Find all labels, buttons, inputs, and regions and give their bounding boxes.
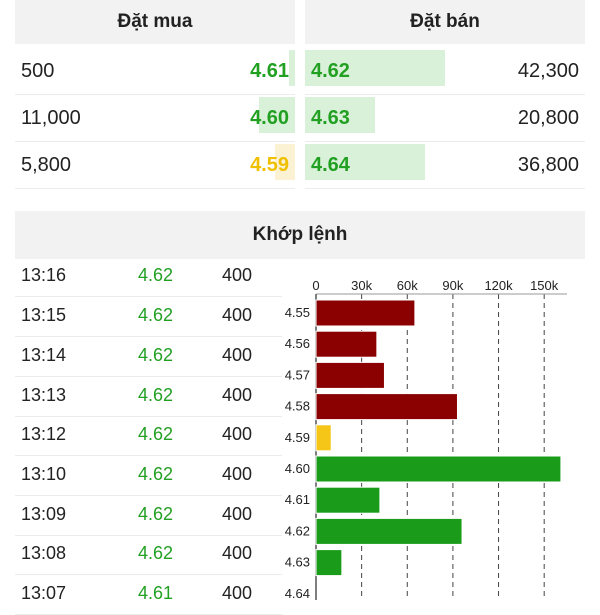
trade-time: 13:07 bbox=[21, 583, 67, 603]
sell-price: 4.63 bbox=[311, 107, 350, 129]
buy-depth-bar bbox=[258, 97, 295, 133]
trade-time: 13:15 bbox=[21, 305, 67, 325]
volume-bar bbox=[315, 330, 378, 358]
buy-depth-bar bbox=[289, 50, 295, 86]
trade-row[interactable]: 13:09 4.62 400 bbox=[15, 496, 282, 536]
buy-volume: 5,800 bbox=[21, 154, 72, 176]
trade-row[interactable]: 13:12 4.62 400 bbox=[15, 416, 282, 456]
volume-bar bbox=[315, 299, 416, 327]
buy-order-row[interactable]: 11,000 4.60 bbox=[15, 95, 295, 142]
trade-volume: 400 bbox=[222, 504, 253, 524]
sell-depth-bar bbox=[305, 144, 426, 180]
volume-bar bbox=[315, 393, 458, 421]
trade-time: 13:08 bbox=[21, 543, 67, 563]
trade-price: 4.62 bbox=[138, 424, 174, 444]
trade-volume: 400 bbox=[222, 543, 253, 563]
x-tick-label: 150k bbox=[530, 278, 559, 293]
sell-volume: 36,800 bbox=[517, 154, 579, 176]
trade-volume: 400 bbox=[222, 305, 253, 325]
y-tick-label: 4.60 bbox=[285, 461, 310, 476]
trade-row[interactable]: 13:08 4.62 400 bbox=[15, 535, 282, 575]
x-tick-label: 120k bbox=[484, 278, 513, 293]
buy-volume: 500 bbox=[21, 60, 55, 82]
trade-volume: 400 bbox=[222, 583, 253, 603]
trade-row[interactable]: 13:07 4.61 400 bbox=[15, 575, 282, 615]
y-tick-label: 4.61 bbox=[285, 492, 310, 507]
trade-price: 4.62 bbox=[138, 305, 174, 325]
volume-bar bbox=[315, 517, 463, 545]
sell-depth-bar bbox=[305, 97, 375, 133]
trade-row[interactable]: 13:13 4.62 400 bbox=[15, 377, 282, 417]
sell-volume: 42,300 bbox=[517, 60, 579, 82]
volume-bar bbox=[315, 486, 381, 514]
x-tick-label: 0 bbox=[312, 278, 319, 293]
trade-volume: 400 bbox=[222, 464, 253, 484]
volume-bar bbox=[315, 424, 332, 452]
trade-price: 4.62 bbox=[138, 385, 174, 405]
y-tick-label: 4.62 bbox=[285, 523, 310, 538]
trade-volume: 400 bbox=[222, 385, 253, 405]
x-tick-label: 90k bbox=[442, 278, 463, 293]
trade-price: 4.62 bbox=[138, 464, 174, 484]
volume-bar bbox=[315, 455, 562, 483]
trade-time: 13:16 bbox=[21, 265, 67, 285]
trade-time: 13:14 bbox=[21, 345, 67, 365]
sell-order-row[interactable]: 4.62 42,300 bbox=[305, 48, 585, 95]
trade-row[interactable]: 13:15 4.62 400 bbox=[15, 297, 282, 337]
volume-by-price-chart: 0 30k 60k 90k 120k 150k 4.55 4.56 4.57 4.58 4.59 4.… bbox=[285, 278, 567, 600]
buy-price: 4.59 bbox=[250, 154, 289, 176]
volume-bar bbox=[315, 549, 343, 577]
y-tick-label: 4.64 bbox=[285, 586, 310, 600]
trade-row[interactable]: 13:16 4.62 400 bbox=[15, 257, 282, 297]
y-tick-label: 4.63 bbox=[285, 555, 310, 570]
sell-price: 4.64 bbox=[311, 154, 350, 176]
trade-time: 13:09 bbox=[21, 504, 67, 524]
sell-volume: 20,800 bbox=[517, 107, 579, 129]
trade-time: 13:12 bbox=[21, 424, 67, 444]
y-tick-label: 4.55 bbox=[285, 305, 310, 320]
buy-volume: 11,000 bbox=[21, 107, 81, 129]
sell-depth-bar bbox=[305, 50, 445, 86]
x-tick-label: 60k bbox=[397, 278, 418, 293]
trade-volume: 400 bbox=[222, 265, 253, 285]
trade-price: 4.62 bbox=[138, 504, 174, 524]
trade-time: 13:13 bbox=[21, 385, 67, 405]
buy-order-row[interactable]: 5,800 4.59 bbox=[15, 142, 295, 189]
y-tick-label: 4.58 bbox=[285, 399, 310, 414]
sell-orders-header: Đặt bán bbox=[305, 0, 585, 44]
trade-price: 4.61 bbox=[138, 583, 174, 603]
sell-order-row[interactable]: 4.63 20,800 bbox=[305, 95, 585, 142]
sell-price: 4.62 bbox=[311, 60, 350, 82]
buy-price: 4.60 bbox=[250, 107, 289, 129]
buy-orders-header: Đặt mua bbox=[15, 0, 295, 44]
trade-volume: 400 bbox=[222, 345, 253, 365]
trade-price: 4.62 bbox=[138, 265, 174, 285]
y-tick-label: 4.59 bbox=[285, 430, 310, 445]
sell-order-row[interactable]: 4.64 36,800 bbox=[305, 142, 585, 189]
trade-row[interactable]: 13:10 4.62 400 bbox=[15, 456, 282, 496]
buy-order-row[interactable]: 500 4.61 bbox=[15, 48, 295, 95]
buy-depth-bar bbox=[275, 144, 295, 180]
trade-volume: 400 bbox=[222, 424, 253, 444]
y-tick-label: 4.57 bbox=[285, 367, 310, 382]
trade-price: 4.62 bbox=[138, 345, 174, 365]
y-tick-label: 4.56 bbox=[285, 336, 310, 351]
trade-price: 4.62 bbox=[138, 543, 174, 563]
trade-time: 13:10 bbox=[21, 464, 67, 484]
buy-price: 4.61 bbox=[250, 60, 289, 82]
x-tick-label: 30k bbox=[351, 278, 372, 293]
matched-trades-header: Khớp lệnh bbox=[15, 211, 585, 259]
trade-row[interactable]: 13:14 4.62 400 bbox=[15, 337, 282, 377]
volume-bar bbox=[315, 361, 385, 389]
